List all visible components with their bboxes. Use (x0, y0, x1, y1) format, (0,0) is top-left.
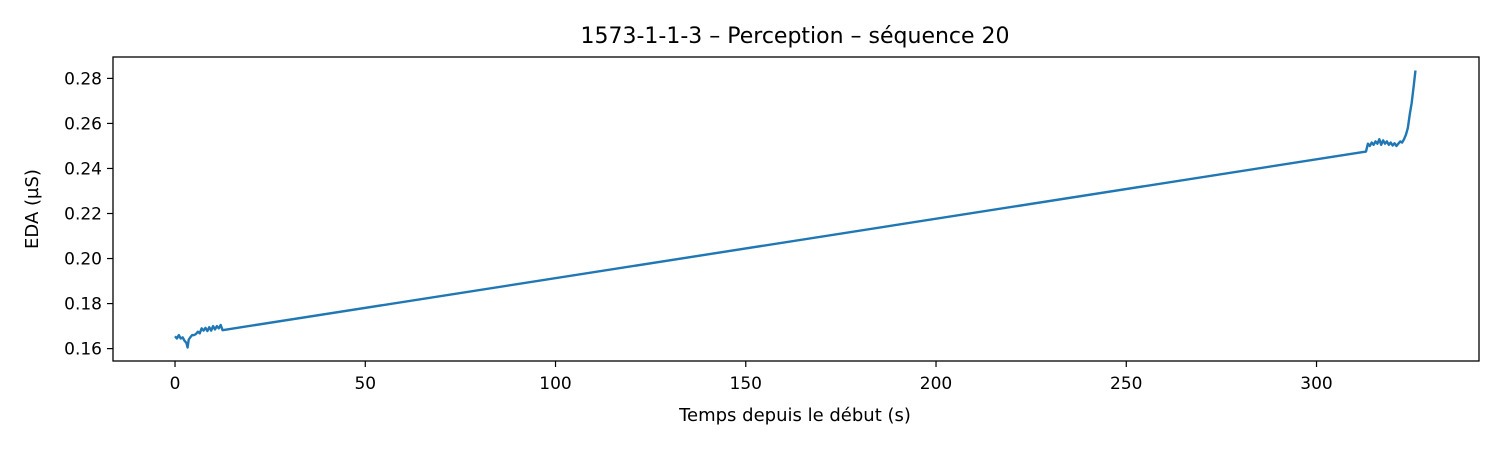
chart-title: 1573-1-1-3 – Perception – séquence 20 (580, 24, 1009, 49)
eda-series-line (174, 70, 1417, 349)
x-tick-label: 50 (354, 374, 376, 394)
series-layer (174, 70, 1417, 349)
y-tick-label: 0.18 (64, 295, 102, 315)
y-tick-label: 0.22 (64, 205, 102, 225)
y-tick-label: 0.28 (64, 69, 102, 89)
y-tick-label: 0.20 (64, 250, 102, 270)
y-axis: 0.16 0.18 0.20 0.22 0.24 0.26 0.28 (64, 69, 113, 360)
x-tick-label: 100 (539, 374, 571, 394)
x-axis: 0 50 100 150 200 250 300 (170, 361, 1333, 394)
y-tick-label: 0.16 (64, 340, 102, 360)
y-tick-label: 0.26 (64, 114, 102, 134)
x-tick-label: 300 (1300, 374, 1332, 394)
x-tick-label: 200 (920, 374, 952, 394)
x-tick-label: 0 (170, 374, 181, 394)
x-tick-label: 250 (1110, 374, 1142, 394)
y-axis-label: EDA (µS) (22, 169, 43, 249)
plot-area-frame (112, 56, 1480, 362)
x-axis-label: Temps depuis le début (s) (678, 405, 911, 426)
x-tick-label: 150 (730, 374, 762, 394)
y-tick-label: 0.24 (64, 159, 102, 179)
